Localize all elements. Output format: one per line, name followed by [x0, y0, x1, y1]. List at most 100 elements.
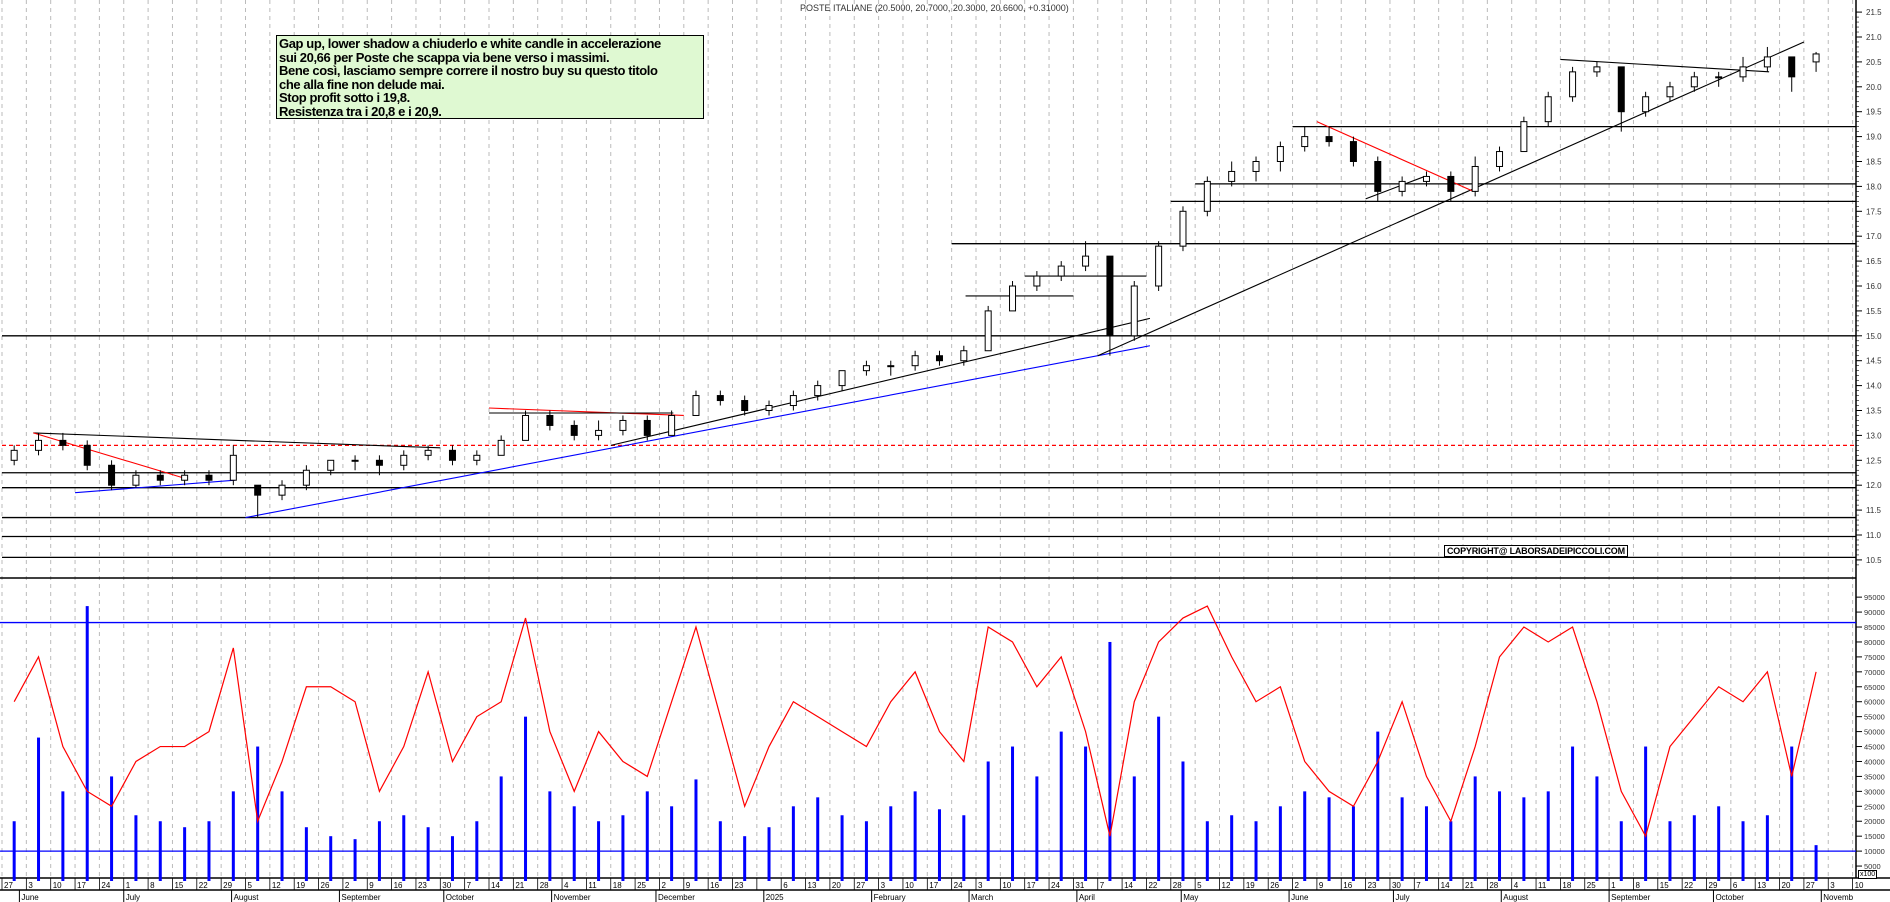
candle: [229, 445, 237, 486]
date-tick-label: 23: [735, 881, 744, 890]
trendline: [610, 317, 1151, 446]
candle: [132, 470, 140, 488]
candle: [254, 484, 262, 518]
candle: [1301, 126, 1309, 152]
candle: [59, 432, 67, 451]
volume-bar: [1181, 761, 1185, 881]
candle: [35, 432, 43, 456]
trendline: [245, 345, 1151, 519]
volume-bar: [1717, 806, 1721, 881]
volume-bar: [1011, 746, 1015, 881]
date-tick-label: 23: [418, 881, 427, 890]
candle: [1033, 271, 1041, 291]
candle: [1252, 156, 1260, 182]
price-tick-label: 21.5: [1866, 8, 1882, 17]
month-label: May: [1183, 893, 1198, 902]
volume-bar: [767, 827, 771, 881]
candle-body: [156, 474, 164, 481]
price-tick-label: 14.0: [1866, 382, 1882, 391]
date-tick-label: 11: [588, 881, 597, 890]
volume-bar: [61, 791, 65, 881]
oscillator-line: [13, 605, 1817, 838]
volume-bar: [791, 806, 795, 881]
candle-body: [1228, 170, 1236, 182]
candle: [1106, 255, 1114, 356]
volume-bar: [548, 791, 552, 881]
volume-tick-label: 25000: [1864, 802, 1885, 811]
candle: [1763, 46, 1771, 72]
date-tick-label: 19: [296, 881, 305, 890]
candle-body: [1593, 66, 1601, 73]
candle: [570, 420, 578, 441]
volume-tick-label: 50000: [1864, 728, 1885, 737]
volume-bar: [937, 809, 941, 881]
volume-bar: [1132, 776, 1136, 881]
date-tick-label: 16: [394, 881, 403, 890]
note-line: Bene così, lasciamo sempre correre il no…: [279, 63, 658, 78]
month-label: February: [874, 893, 906, 902]
date-tick-label: 10: [1855, 881, 1864, 890]
volume-bar: [1668, 821, 1672, 881]
price-tick-label: 12.0: [1866, 481, 1882, 490]
volume-bar: [645, 791, 649, 881]
candle-body: [1130, 285, 1138, 337]
month-label: September: [1611, 893, 1650, 902]
volume-bar: [621, 815, 625, 881]
volume-bar: [1108, 641, 1112, 881]
price-tick-label: 13.0: [1866, 431, 1882, 440]
candle: [448, 445, 456, 466]
volume-bar: [864, 821, 868, 881]
date-tick-label: 24: [954, 881, 963, 890]
date-tick-label: 12: [272, 881, 281, 890]
date-tick-label: 30: [442, 881, 451, 890]
candle: [83, 440, 91, 471]
candle-body: [400, 454, 408, 466]
date-tick-label: 5: [1197, 881, 1202, 890]
volume-bar: [231, 791, 235, 881]
candle-body: [1471, 165, 1479, 192]
candle: [716, 390, 724, 406]
volume-tick-label: 90000: [1864, 608, 1885, 617]
volume-bar: [1205, 821, 1209, 881]
volume-tick-label: 20000: [1864, 817, 1885, 826]
candle-body: [1106, 255, 1114, 337]
month-label: November: [554, 893, 591, 902]
price-tick-label: 15.0: [1866, 332, 1882, 341]
month-label: 2025: [766, 893, 784, 902]
volume-tick-label: 45000: [1864, 743, 1885, 752]
date-tick-label: 11: [1538, 881, 1547, 890]
date-tick-label: 30: [1392, 881, 1401, 890]
volume-bar: [353, 839, 357, 881]
volume-bar: [889, 806, 893, 881]
date-tick-label: 1: [1611, 881, 1616, 890]
date-tick-label: 2: [661, 881, 666, 890]
candle-body: [1252, 161, 1260, 172]
candle: [1447, 171, 1455, 202]
volume-bar: [718, 821, 722, 881]
candle-body: [668, 414, 676, 436]
volume-bar: [1303, 791, 1307, 881]
candle-body: [1325, 136, 1333, 143]
candle-body: [1715, 76, 1723, 79]
date-tick-label: 7: [1416, 881, 1421, 890]
date-tick-label: 10: [905, 881, 914, 890]
candle: [1690, 71, 1698, 92]
date-tick-label: 7: [1100, 881, 1105, 890]
month-label: July: [126, 893, 140, 902]
candle: [1203, 176, 1211, 217]
candle: [668, 410, 676, 436]
candle-body: [254, 484, 262, 496]
candle: [619, 415, 627, 436]
candle: [546, 410, 554, 431]
candle-body: [1033, 275, 1041, 287]
price-tick-label: 13.5: [1866, 407, 1882, 416]
date-tick-label: 4: [1514, 881, 1519, 890]
month-label: September: [341, 893, 380, 902]
date-tick-label: 23: [1368, 881, 1377, 890]
candle: [400, 450, 408, 471]
date-tick-label: 3: [978, 881, 983, 890]
candle-body: [595, 429, 603, 436]
volume-tick-label: 60000: [1864, 698, 1885, 707]
volume-bar: [304, 827, 308, 881]
candle: [156, 470, 164, 486]
